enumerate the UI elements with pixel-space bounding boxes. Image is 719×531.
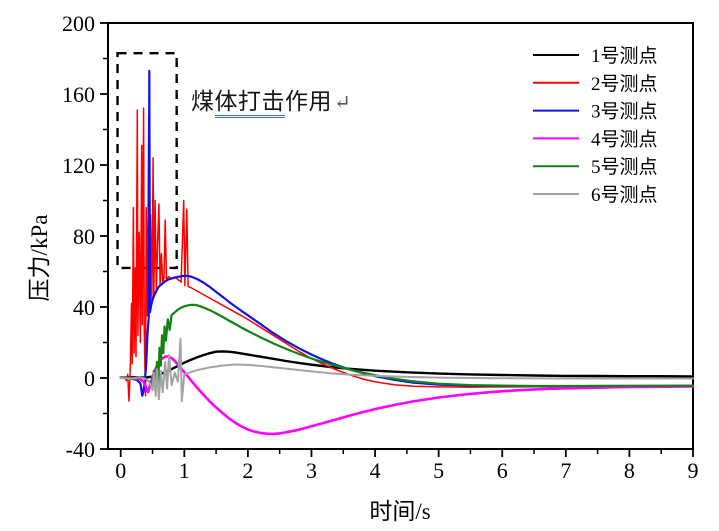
x-tick-label: 0 xyxy=(115,458,126,483)
annotation-coal-impact: 煤体打击作用 ↵ xyxy=(191,82,352,118)
x-tick-label: 6 xyxy=(497,458,508,483)
series-line-2 xyxy=(119,107,694,402)
y-tick-label: 160 xyxy=(62,82,95,107)
x-tick-label: 8 xyxy=(624,458,635,483)
x-tick-label: 2 xyxy=(242,458,253,483)
y-tick-label: 80 xyxy=(73,224,95,249)
legend-label-4: 4号测点 xyxy=(591,128,658,150)
y-tick-label: 200 xyxy=(62,11,95,36)
legend-label-2: 2号测点 xyxy=(591,73,658,95)
x-tick-label: 3 xyxy=(306,458,317,483)
y-tick-label: 40 xyxy=(73,295,95,320)
x-tick-label: 7 xyxy=(560,458,571,483)
x-tick-label: 9 xyxy=(688,458,699,483)
x-tick-label: 5 xyxy=(433,458,444,483)
y-axis-title: 压力/kPa xyxy=(27,214,52,302)
legend-label-5: 5号测点 xyxy=(591,156,658,178)
series-line-1 xyxy=(119,350,695,379)
annotation-text-underlined: 体打击 xyxy=(214,89,285,118)
legend-label-6: 6号测点 xyxy=(591,184,658,206)
y-tick-label: 120 xyxy=(62,153,95,178)
x-tick-label: 4 xyxy=(370,458,381,483)
legend-label-3: 3号测点 xyxy=(591,101,658,123)
return-mark: ↵ xyxy=(334,92,352,114)
y-tick-label: -40 xyxy=(66,437,95,462)
x-tick-label: 1 xyxy=(179,458,190,483)
x-axis-title: 时间/s xyxy=(369,499,431,524)
annotation-text-post: 作用 xyxy=(285,89,332,114)
legend-label-1: 1号测点 xyxy=(591,45,658,67)
series-line-3 xyxy=(119,69,695,397)
series-line-6 xyxy=(119,337,694,403)
annotation-text-pre: 煤 xyxy=(191,89,215,114)
series-line-5 xyxy=(119,303,695,394)
y-tick-label: 0 xyxy=(84,366,95,391)
impact-region-dashed-box xyxy=(116,51,178,270)
